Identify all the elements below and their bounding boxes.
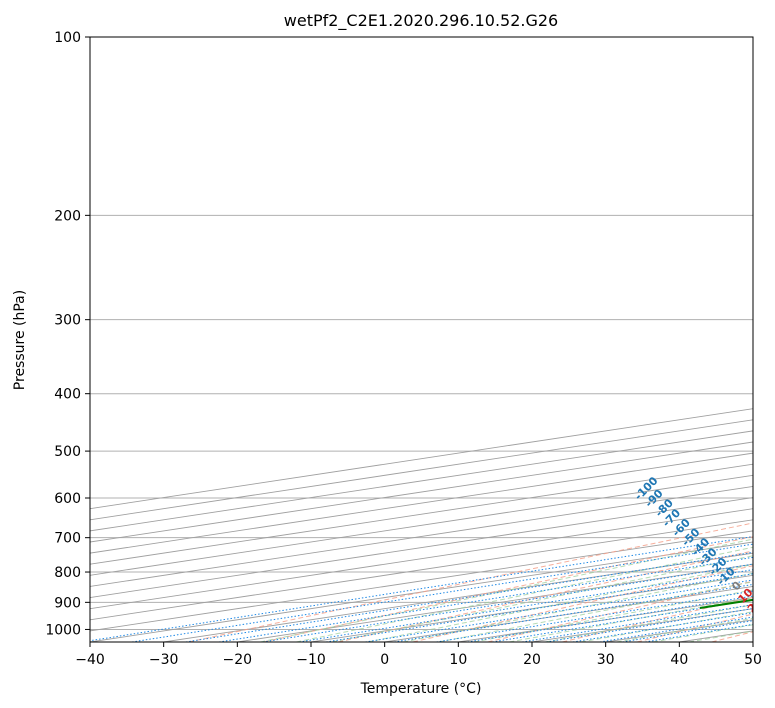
moist-adiabat (438, 581, 753, 642)
moist-adiabat (580, 611, 753, 642)
moist-adiabats (260, 538, 753, 642)
moist-adiabat (473, 589, 753, 642)
mixing-ratio-line (467, 595, 753, 642)
dry-adiabat (711, 631, 753, 642)
y-tick-label: 1000 (45, 622, 81, 638)
adiabat-labels: 0.10.20.40.611.52346810131620253036-100-… (632, 474, 775, 635)
isotherms (90, 408, 753, 642)
mixing-ratio-line (394, 583, 753, 642)
dry-adiabat-label: 30 (753, 605, 773, 625)
x-axis-label: Temperature (°C) (360, 681, 482, 697)
moist-adiabat (332, 555, 753, 642)
dry-adiabat (188, 522, 753, 642)
isotherm (90, 497, 753, 599)
moist-adiabat (509, 597, 753, 642)
x-tick-label: −10 (296, 652, 326, 668)
mixing-ratio-lines (90, 536, 753, 642)
isotherm (90, 485, 753, 587)
isotherm (90, 441, 753, 543)
mixing-ratio-line (436, 590, 753, 642)
x-tick-label: 20 (523, 652, 541, 668)
x-axis-ticks: −40 −30 −20 −10 0 10 20 30 40 50 (75, 642, 762, 668)
mixing-ratio-line (522, 604, 753, 642)
isotherm (384, 585, 753, 642)
isotherm (90, 541, 753, 642)
y-tick-label: 100 (54, 30, 81, 46)
mixing-ratio-line (492, 599, 753, 642)
plot-area: 0.10.20.40.611.52346810131620253036-100-… (90, 37, 775, 642)
mixing-ratio-line (90, 536, 753, 642)
isotherm (90, 463, 753, 565)
isotherm (90, 519, 753, 621)
isotherm (90, 508, 753, 610)
x-tick-label: −40 (75, 652, 105, 668)
dry-adiabat (562, 596, 753, 642)
y-tick-label: 900 (54, 595, 81, 611)
y-tick-label: 700 (54, 531, 81, 547)
dry-adiabat-label: 20 (745, 595, 765, 615)
x-tick-label: −30 (149, 652, 179, 668)
x-tick-label: 30 (597, 652, 615, 668)
y-tick-label: 200 (54, 208, 81, 224)
y-tick-label: 400 (54, 387, 81, 403)
moist-adiabat (260, 538, 753, 642)
isotherm (90, 452, 753, 554)
y-axis-ticks: 100 200 300 400 500 600 700 800 900 1000 (45, 30, 90, 638)
dry-adiabat-label: 40 (762, 615, 775, 635)
y-tick-label: 600 (54, 491, 81, 507)
mixing-ratio-line (572, 612, 753, 642)
mixing-ratio-line (131, 543, 753, 642)
x-tick-label: 40 (670, 652, 688, 668)
pressure-gridlines (90, 37, 753, 630)
isotherm (752, 641, 753, 642)
x-tick-label: 0 (380, 652, 389, 668)
dry-adiabat (338, 550, 753, 642)
x-tick-label: −20 (223, 652, 253, 668)
isotherm (90, 474, 753, 576)
isotherm (90, 430, 753, 532)
plot-frame (89, 36, 754, 643)
moist-adiabat (403, 572, 753, 642)
dry-adiabats (188, 522, 753, 642)
y-tick-label: 500 (54, 444, 81, 460)
y-tick-label: 800 (54, 565, 81, 581)
isotherm (90, 419, 753, 521)
moist-adiabat (367, 563, 753, 642)
isotherm (90, 530, 753, 632)
isotherm (531, 608, 753, 642)
y-axis-label: Pressure (hPa) (12, 290, 28, 390)
x-tick-label: 50 (744, 652, 762, 668)
dry-adiabat (412, 565, 753, 642)
dry-adiabat (487, 580, 753, 642)
chart-title: wetPf2_C2E1.2020.296.10.52.G26 (284, 11, 558, 31)
y-tick-label: 300 (54, 313, 81, 329)
isotherm (90, 408, 753, 510)
x-tick-label: 10 (449, 652, 467, 668)
